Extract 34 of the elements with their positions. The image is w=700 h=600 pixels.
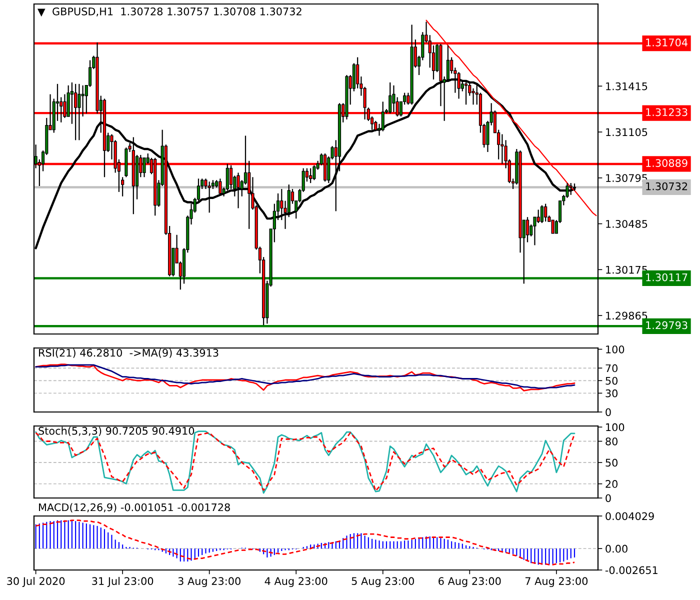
ref-line-label: 1.31233 [646, 108, 688, 116]
y-tick-label: 0.004029 [606, 512, 654, 520]
y-tick-label: 50 [606, 458, 618, 467]
x-tick-label: 5 Aug 23:00 [352, 577, 414, 588]
y-tick-label: 80 [606, 437, 618, 446]
y-tick-label: 70 [606, 364, 618, 372]
x-tick-label: 3 Aug 23:00 [178, 577, 240, 588]
x-tick-label: 4 Aug 23:00 [264, 577, 328, 588]
x-tick-label: 6 Aug 23:00 [438, 577, 501, 588]
chart-title: GBPUSD,H1 1.30728 1.30757 1.30708 1.30732 [52, 7, 302, 16]
ref-line-label: 1.31704 [646, 38, 688, 46]
y-tick-label: 100 [606, 345, 624, 354]
ref-line-label: 1.30889 [646, 159, 688, 167]
y-tick-label: 100 [606, 423, 624, 432]
y-tick-label: 0 [606, 408, 611, 416]
chart-title: MACD(12,26,9) -0.001051 -0.001728 [39, 503, 230, 512]
y-tick-label: 0.00 [606, 544, 628, 553]
y-tick-label: 1.29865 [606, 312, 648, 320]
y-tick-label: 1.31105 [606, 128, 648, 136]
ref-line-label: 1.30117 [646, 273, 688, 282]
y-tick-label: 20 [606, 480, 618, 488]
x-tick-label: 7 Aug 23:00 [525, 577, 588, 588]
x-tick-label: 31 Jul 23:00 [92, 576, 154, 587]
chart-title: RSI(21) 46.2810 ->MA(9) 43.3913 [39, 348, 218, 358]
ref-line-label: 1.30732 [646, 182, 688, 190]
y-tick-label: 1.31415 [606, 82, 648, 90]
y-tick-label: 1.30485 [606, 220, 648, 228]
x-tick-label: 30 Jul 2020 [7, 576, 65, 587]
y-tick-label: 0 [606, 494, 611, 502]
ref-line-label: 1.29793 [646, 321, 688, 330]
y-tick-label: 30 [606, 389, 618, 398]
y-tick-label: 50 [606, 376, 618, 385]
y-tick-label: -0.002651 [605, 566, 658, 574]
chart-title: Stoch(5,3,3) 90.7205 90.4910 [38, 426, 194, 436]
